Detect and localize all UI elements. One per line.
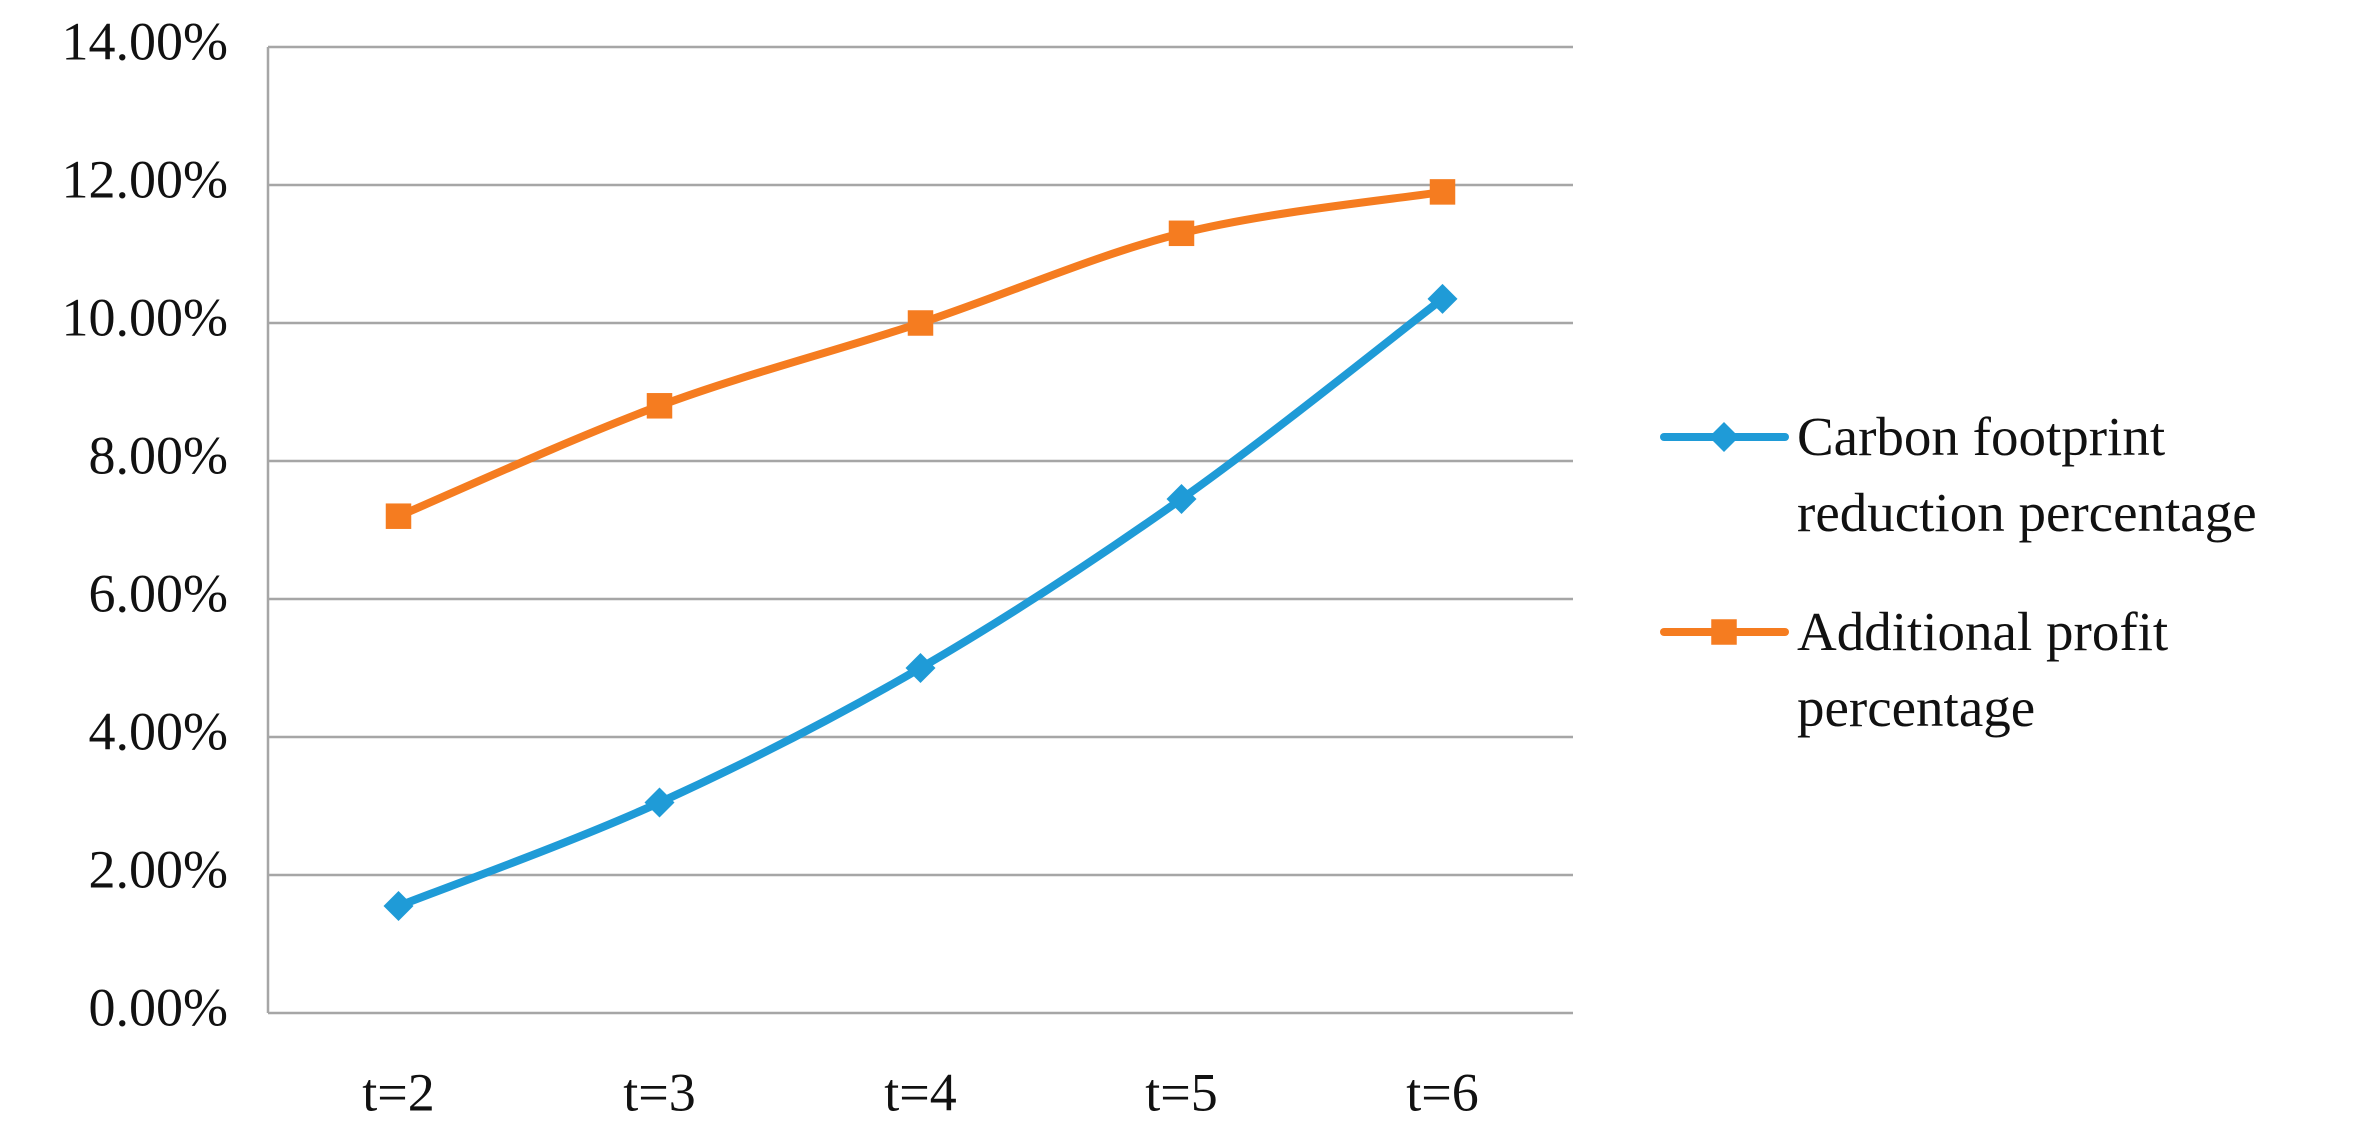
series-line [394, 187, 1447, 521]
marker [905, 653, 936, 683]
y-tick-label: 0.00% [89, 977, 228, 1037]
marker [1427, 283, 1458, 314]
marker [1711, 619, 1737, 645]
marker [644, 787, 675, 818]
x-tick-label: t=4 [884, 1062, 956, 1122]
y-tick-label: 12.00% [62, 149, 228, 209]
marker [646, 393, 673, 419]
x-tick-label: t=6 [1406, 1062, 1478, 1122]
y-tick-label: 2.00% [89, 839, 228, 899]
marker [1429, 179, 1456, 205]
marker [1709, 422, 1739, 452]
x-tick-label: t=3 [623, 1062, 695, 1122]
legend-label: Additional profit percentage [1797, 601, 2169, 738]
marker [1168, 220, 1195, 247]
legend-label: Carbon footprint reduction percentage [1797, 406, 2257, 543]
y-tick-label: 8.00% [89, 425, 228, 485]
marker [383, 891, 414, 922]
y-tick-label: 4.00% [89, 701, 228, 761]
x-tick-label: t=2 [362, 1062, 434, 1122]
y-tick-label: 10.00% [62, 287, 228, 347]
marker [385, 503, 412, 529]
series-line [394, 294, 1447, 911]
x-tick-label: t=5 [1145, 1062, 1217, 1122]
marker [907, 310, 934, 336]
y-tick-label: 6.00% [89, 563, 228, 623]
marker [1166, 483, 1197, 514]
y-tick-label: 14.00% [62, 11, 228, 71]
